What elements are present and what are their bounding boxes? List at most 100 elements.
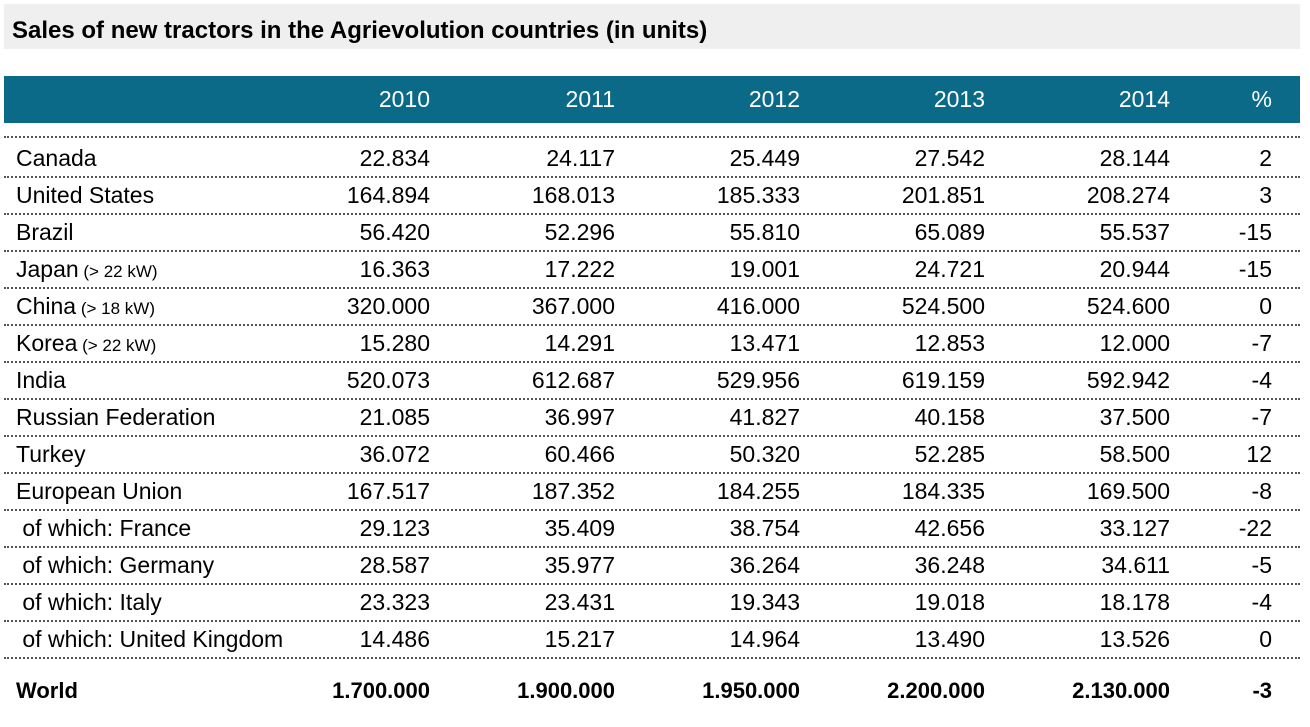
row-note: (> 22 kW) [77,336,157,355]
cell-col-2011: 17.222 [544,256,615,282]
row-label: China (> 18 kW) [16,293,155,320]
row-name: Canada [16,145,97,171]
cell-col-2014: 524.600 [1086,293,1170,319]
cell-col-2011: 35.409 [544,515,615,541]
cell-col-2014: 55.537 [1099,219,1170,245]
cell-col-pct: -5 [1251,552,1272,578]
row-label: of which: Italy [16,589,161,616]
cell-col-2012: 184.255 [716,478,800,504]
cell-col-pct: -3 [1252,678,1272,703]
cell-col-2010: 167.517 [346,478,430,504]
cell-col-2013: 2.200.000 [887,678,985,703]
row-label: Canada [16,145,97,172]
cell-col-2010: 21.085 [359,404,430,430]
cell-col-2010: 23.323 [359,589,430,615]
row-name: Korea [16,330,78,356]
row-label: India [16,367,66,394]
cell-col-2013: 201.851 [901,182,985,208]
row-name: of which: France [16,515,192,541]
row-name: Brazil [16,219,74,245]
cell-col-2012: 529.956 [716,367,800,393]
row-label: of which: United Kingdom [16,626,283,653]
cell-col-2011: 35.977 [544,552,615,578]
cell-col-2013: 13.490 [914,626,985,652]
cell-col-2013: 42.656 [914,515,985,541]
row-divider [4,324,1300,326]
cell-col-pct: 12 [1246,441,1272,467]
cell-col-2010: 14.486 [359,626,430,652]
cell-col-2010: 520.073 [346,367,430,393]
row-divider [4,250,1300,252]
header-col-2012: 2012 [748,86,800,112]
cell-col-2010: 22.834 [359,145,430,171]
table-header: 2010 2011 2012 2013 2014% [4,76,1300,123]
cell-col-2012: 1.950.000 [702,678,800,703]
row-name: United States [16,182,155,208]
header-col-2013: 2013 [933,86,985,112]
cell-col-2011: 15.217 [544,626,615,652]
header-col-2010: 2010 [378,86,430,112]
table-row: European Union 167.517 187.352 184.255 184.3… [4,472,1300,509]
cell-col-2013: 65.089 [914,219,985,245]
cell-col-2011: 168.013 [531,182,615,208]
cell-col-2014: 28.144 [1099,145,1170,171]
row-name: of which: United Kingdom [16,626,284,652]
cell-col-2012: 13.471 [729,330,800,356]
total-row: World 1.700.000 1.900.000 1.950.000 2.200.00… [4,672,1300,709]
cell-col-2011: 24.117 [546,145,615,171]
cell-col-2010: 1.700.000 [332,678,430,703]
table-row: of which: United Kingdom 14.486 15.217 14.9… [4,620,1300,657]
table-row: Canada 22.834 24.117 25.449 27.542 28.144 2 [4,139,1300,176]
cell-col-2014: 2.130.000 [1072,678,1170,703]
cell-col-2011: 367.000 [531,293,615,319]
cell-col-pct: -4 [1251,589,1272,615]
cell-col-2013: 36.248 [914,552,985,578]
row-divider [4,657,1300,659]
row-divider [4,213,1300,215]
row-divider [4,361,1300,363]
row-name: Turkey [16,441,86,467]
cell-col-2014: 58.500 [1099,441,1170,467]
table-row: China (> 18 kW) 320.000 367.000 416.000 524.… [4,287,1300,324]
cell-col-2010: 16.363 [359,256,430,282]
cell-col-2012: 185.333 [716,182,800,208]
row-label: World [16,678,78,704]
table-row: Japan (> 22 kW) 16.363 17.222 19.001 24.721 2… [4,250,1300,287]
cell-col-pct: -22 [1238,515,1272,541]
row-name: India [16,367,66,393]
cell-col-2012: 36.264 [729,552,800,578]
cell-col-2014: 34.611 [1101,552,1170,578]
row-name: Russian Federation [16,404,216,430]
cell-col-2012: 14.964 [729,626,800,652]
cell-col-pct: -8 [1251,478,1272,504]
cell-col-2014: 18.178 [1099,589,1170,615]
table-row: of which: Italy 23.323 23.431 19.343 19.018 1… [4,583,1300,620]
cell-col-2014: 13.526 [1099,626,1170,652]
cell-col-pct: -7 [1251,330,1272,356]
row-divider [4,398,1300,400]
cell-col-2014: 169.500 [1086,478,1170,504]
title-bar: Sales of new tractors in the Agrievoluti… [4,4,1300,49]
cell-col-pct: -15 [1238,219,1272,245]
row-name: of which: Germany [16,552,215,578]
header-col-pct: % [1251,86,1272,112]
row-divider [4,176,1300,178]
cell-col-2011: 187.352 [531,478,615,504]
header-divider [4,136,1300,138]
row-label: of which: France [16,515,191,542]
cell-col-2014: 20.944 [1099,256,1170,282]
cell-col-2013: 24.721 [914,256,985,282]
table-row: of which: France 29.123 35.409 38.754 42.656… [4,509,1300,546]
cell-col-pct: 0 [1259,626,1272,652]
cell-col-pct: -4 [1251,367,1272,393]
row-divider [4,435,1300,437]
cell-col-2010: 29.123 [359,515,430,541]
cell-col-2013: 52.285 [914,441,985,467]
cell-col-2013: 27.542 [914,145,985,171]
cell-col-2011: 23.431 [544,589,615,615]
row-label: European Union [16,478,182,505]
cell-col-2011: 14.291 [544,330,615,356]
header-col-2011: 2011 [565,86,615,112]
row-label: Turkey [16,441,85,468]
row-label: Brazil [16,219,74,246]
